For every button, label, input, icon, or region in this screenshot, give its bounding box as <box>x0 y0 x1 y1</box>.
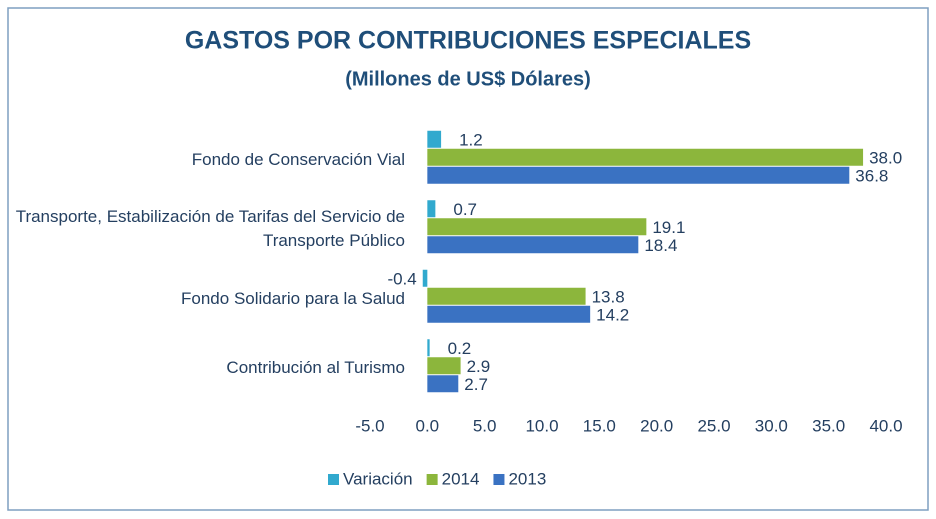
x-tick-label: 15.0 <box>583 416 616 435</box>
data-label: 2.9 <box>467 357 491 376</box>
bar <box>427 339 430 357</box>
bar <box>427 305 591 323</box>
x-tick-label: 25.0 <box>697 416 730 435</box>
bar <box>427 130 442 148</box>
x-tick-label: 30.0 <box>755 416 788 435</box>
x-tick-label: 5.0 <box>473 416 497 435</box>
data-label: 0.7 <box>453 200 477 219</box>
chart-subtitle: (Millones de US$ Dólares) <box>345 68 591 90</box>
data-label: 14.2 <box>596 306 629 325</box>
bar <box>427 287 586 305</box>
bar <box>427 357 461 375</box>
bar <box>422 269 428 287</box>
y-tick-label: Fondo Solidario para la Salud <box>181 288 405 308</box>
chart-frame <box>7 7 929 511</box>
x-tick-label: 0.0 <box>416 416 440 435</box>
bar <box>427 148 864 166</box>
bar <box>427 200 436 218</box>
x-tick-label: 40.0 <box>869 416 902 435</box>
y-tick-label: Transporte, Estabilización de Tarifas de… <box>15 207 405 251</box>
data-label: 38.0 <box>869 149 902 168</box>
legend-swatch <box>493 474 505 485</box>
data-label: 18.4 <box>644 236 677 255</box>
legend-label: Variación <box>343 469 413 488</box>
data-label: 0.2 <box>448 339 472 358</box>
x-tick-label: 10.0 <box>525 416 558 435</box>
x-tick-label: -5.0 <box>355 416 384 435</box>
bar <box>427 375 459 393</box>
x-tick-label: 20.0 <box>640 416 673 435</box>
data-label: 19.1 <box>652 218 685 237</box>
bar <box>427 166 850 184</box>
y-tick-label: Contribución al Turismo <box>226 358 405 378</box>
legend-label: 2013 <box>508 469 546 488</box>
data-label: -0.4 <box>387 270 416 289</box>
legend-swatch <box>426 474 438 485</box>
data-label: 2.7 <box>464 375 488 394</box>
chart-title: GASTOS POR CONTRIBUCIONES ESPECIALES <box>185 27 751 55</box>
data-label: 1.2 <box>459 131 483 150</box>
bar <box>427 218 647 236</box>
bar <box>427 236 639 254</box>
data-label: 36.8 <box>855 167 888 186</box>
legend-label: 2014 <box>442 469 480 488</box>
x-tick-label: 35.0 <box>812 416 845 435</box>
y-tick-label: Fondo de Conservación Vial <box>191 149 405 169</box>
legend-swatch <box>328 474 339 485</box>
data-label: 13.8 <box>592 288 625 307</box>
